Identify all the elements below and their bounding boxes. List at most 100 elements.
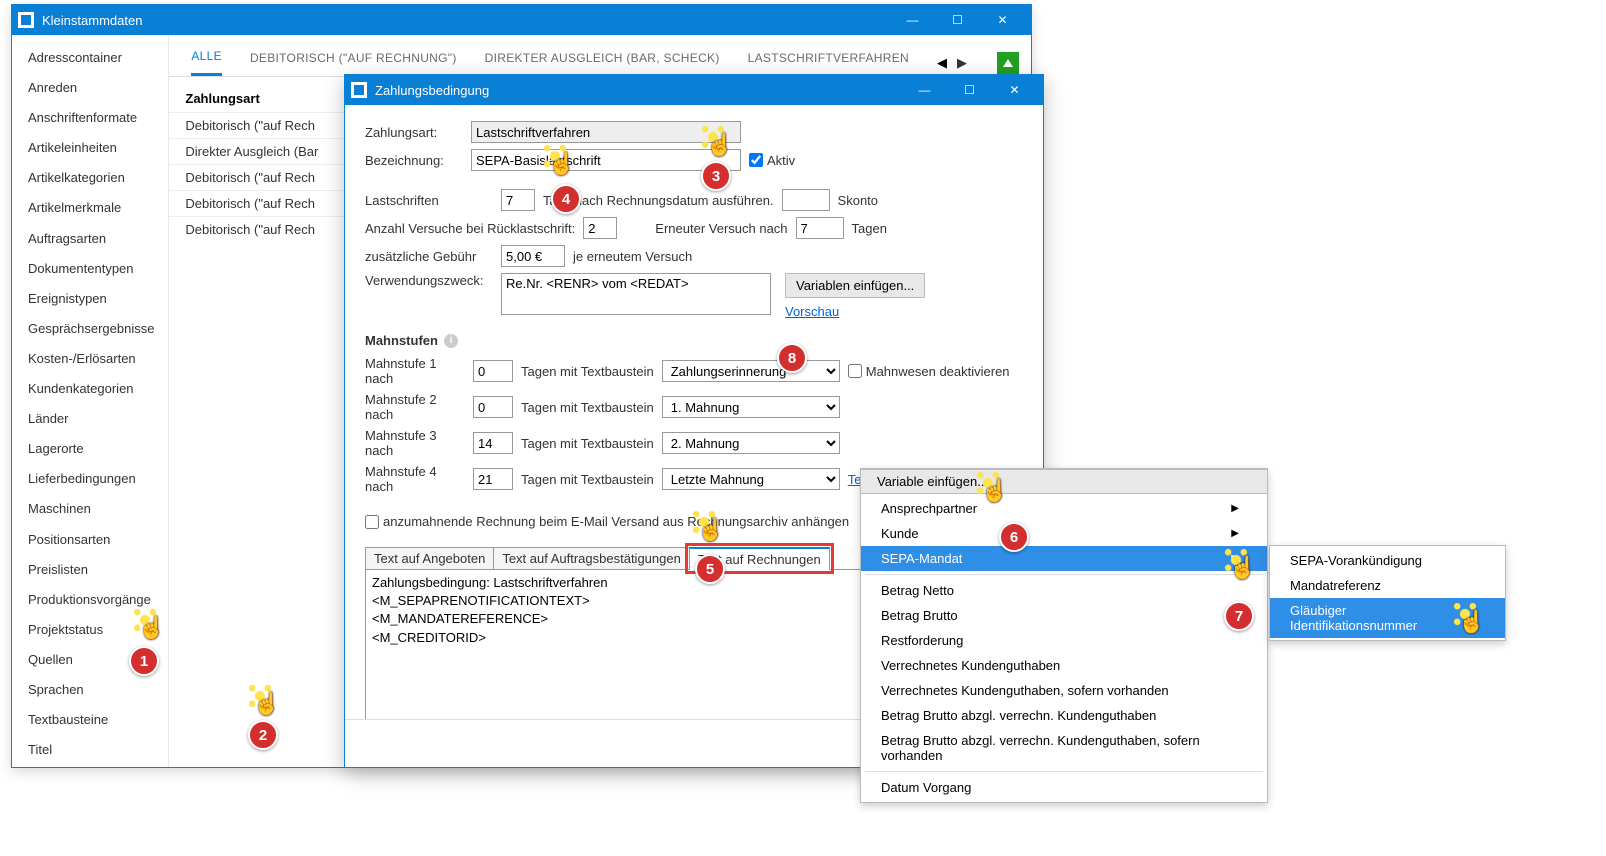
main-tab[interactable]: LASTSCHRIFTVERFAHREN <box>748 51 909 75</box>
field-mahnstufe1-tage[interactable] <box>473 360 513 382</box>
button-variablen-einfuegen[interactable]: Variablen einfügen... <box>785 273 925 298</box>
sidebar-item[interactable]: Produktionsvorgänge <box>12 585 168 615</box>
label-aktiv: Aktiv <box>767 153 795 168</box>
menu-item[interactable]: Betrag Brutto <box>861 603 1267 628</box>
main-title: Kleinstammdaten <box>42 13 890 28</box>
select-mahnstufe2[interactable]: 1. Mahnung <box>662 396 840 418</box>
sidebar-item[interactable]: Kundenkategorien <box>12 374 168 404</box>
menu-item[interactable]: Betrag Netto <box>861 578 1267 603</box>
dialog-titlebar: Zahlungsbedingung — ☐ ✕ <box>345 75 1043 105</box>
menu-item[interactable]: Verrechnetes Kundenguthaben, sofern vorh… <box>861 678 1267 703</box>
label-tagen-baustein-3: Tagen mit Textbaustein <box>521 436 654 451</box>
submenu-item[interactable]: Gläubiger Identifikationsnummer <box>1270 598 1505 638</box>
field-mahnstufe2-tage[interactable] <box>473 396 513 418</box>
sidebar-item[interactable]: Artikelmerkmale <box>12 193 168 223</box>
callout-badge: 2 <box>248 720 278 750</box>
sidebar-item[interactable]: Anschriftenformate <box>12 103 168 133</box>
label-lastschriften: Lastschriften <box>365 193 493 208</box>
label-tagen: Tagen <box>852 221 887 236</box>
callout-badge: 5 <box>695 554 725 584</box>
dialog-maximize-button[interactable]: ☐ <box>947 75 992 105</box>
link-vorschau[interactable]: Vorschau <box>785 304 925 319</box>
checkbox-aktiv-input[interactable] <box>749 153 763 167</box>
label-mahnstufe4: Mahnstufe 4 nach <box>365 464 465 494</box>
sidebar-item[interactable]: Projektstatus <box>12 615 168 645</box>
sidebar-item[interactable]: Positionsarten <box>12 525 168 555</box>
export-icon[interactable] <box>997 52 1019 74</box>
submenu-item[interactable]: Mandatreferenz <box>1270 573 1505 598</box>
sidebar-item[interactable]: Sprachen <box>12 675 168 705</box>
sidebar-item[interactable]: Artikeleinheiten <box>12 133 168 163</box>
select-mahnstufe4[interactable]: Letzte Mahnung <box>662 468 840 490</box>
menu-item[interactable]: Ansprechpartner▶ <box>861 496 1267 521</box>
menu-item[interactable]: Datum Vorgang <box>861 775 1267 800</box>
context-menu-header[interactable]: Variable einfügen... <box>860 469 1268 494</box>
select-mahnstufe3[interactable]: 2. Mahnung <box>662 432 840 454</box>
callout-badge: 8 <box>777 343 807 373</box>
menu-item[interactable]: Verrechnetes Kundenguthaben <box>861 653 1267 678</box>
menu-item[interactable]: Restforderung <box>861 628 1267 653</box>
field-zus-gebuehr[interactable] <box>501 245 565 267</box>
label-tagen-baustein-2: Tagen mit Textbaustein <box>521 400 654 415</box>
label-mahnstufe2: Mahnstufe 2 nach <box>365 392 465 422</box>
label-je-versuch: je erneutem Versuch <box>573 249 692 264</box>
maximize-button[interactable]: ☐ <box>935 5 980 35</box>
sidebar-item[interactable]: Maschinen <box>12 494 168 524</box>
dialog-minimize-button[interactable]: — <box>902 75 947 105</box>
sidebar-item[interactable]: Lieferbedingungen <box>12 464 168 494</box>
label-bezeichnung: Bezeichnung: <box>365 153 463 168</box>
tab-bar: ALLE DEBITORISCH ("AUF RECHNUNG") DIREKTER… <box>169 35 1031 77</box>
sidebar-item[interactable]: Länder <box>12 404 168 434</box>
sidebar-item[interactable]: Gesprächsergebnisse <box>12 314 168 344</box>
field-mahnstufe4-tage[interactable] <box>473 468 513 490</box>
field-erneuter-versuch-tage[interactable] <box>796 217 844 239</box>
tab-arrow-left-icon[interactable]: ◀ <box>937 55 947 71</box>
sidebar-item[interactable]: Auftragsarten <box>12 224 168 254</box>
sidebar-item[interactable]: Adresscontainer <box>12 43 168 73</box>
field-lastschriften-tage[interactable] <box>501 189 535 211</box>
tab-arrow-right-icon[interactable]: ▶ <box>957 55 967 71</box>
dialog-window-controls: — ☐ ✕ <box>902 75 1037 105</box>
dialog-close-button[interactable]: ✕ <box>992 75 1037 105</box>
field-mahnstufe3-tage[interactable] <box>473 432 513 454</box>
field-skonto[interactable] <box>782 189 830 211</box>
text-tab[interactable]: Text auf Auftragsbestätigungen <box>493 547 690 570</box>
label-skonto: Skonto <box>838 193 878 208</box>
main-tab[interactable]: DIREKTER AUSGLEICH (BAR, SCHECK) <box>485 51 720 75</box>
field-verwendungszweck[interactable]: Re.Nr. <RENR> vom <REDAT> <box>501 273 771 315</box>
menu-item[interactable]: Betrag Brutto abzgl. verrechn. Kundengut… <box>861 728 1267 768</box>
sidebar-item[interactable]: Textbausteine <box>12 705 168 735</box>
submenu-item[interactable]: SEPA-Vorankündigung <box>1270 548 1505 573</box>
field-zahlungsart[interactable] <box>471 121 741 143</box>
callout-badge: 4 <box>551 184 581 214</box>
menu-item[interactable]: Kunde▶ <box>861 521 1267 546</box>
menu-item[interactable]: Betrag Brutto abzgl. verrechn. Kundengut… <box>861 703 1267 728</box>
sidebar-item[interactable]: Kosten-/Erlösarten <box>12 344 168 374</box>
label-verwendungszweck: Verwendungszweck: <box>365 273 493 288</box>
checkbox-aktiv[interactable]: Aktiv <box>749 153 795 168</box>
checkbox-mahnwesen-deaktivieren[interactable]: Mahnwesen deaktivieren <box>848 364 1010 379</box>
label-erneuter-versuch: Erneuter Versuch nach <box>655 221 787 236</box>
main-tab[interactable]: ALLE <box>191 49 222 76</box>
main-tab[interactable]: DEBITORISCH ("AUF RECHNUNG") <box>250 51 457 75</box>
dialog-app-icon <box>351 82 367 98</box>
window-controls: — ☐ ✕ <box>890 5 1025 35</box>
field-bezeichnung[interactable] <box>471 149 741 171</box>
info-icon[interactable]: i <box>444 334 458 348</box>
minimize-button[interactable]: — <box>890 5 935 35</box>
field-anzahl-versuche[interactable] <box>583 217 617 239</box>
sidebar-item[interactable]: Ereignistypen <box>12 284 168 314</box>
sidebar-item[interactable]: Artikelkategorien <box>12 163 168 193</box>
select-mahnstufe1[interactable]: Zahlungserinnerung <box>662 360 840 382</box>
sidebar-item[interactable]: Dokumententypen <box>12 254 168 284</box>
sidebar-item[interactable]: Lagerorte <box>12 434 168 464</box>
sidebar-item[interactable]: Titel <box>12 735 168 765</box>
sidebar-item[interactable]: Anreden <box>12 73 168 103</box>
text-tab[interactable]: Text auf Angeboten <box>365 547 494 570</box>
context-submenu-sepa: SEPA-VorankündigungMandatreferenzGläubig… <box>1269 545 1506 641</box>
menu-item[interactable]: SEPA-Mandat▶ <box>861 546 1267 571</box>
close-button[interactable]: ✕ <box>980 5 1025 35</box>
tab-arrows: ◀ ▶ <box>937 52 1019 74</box>
sidebar-item[interactable]: Preislisten <box>12 555 168 585</box>
sidebar-item[interactable]: Vertragsarten <box>12 765 168 767</box>
